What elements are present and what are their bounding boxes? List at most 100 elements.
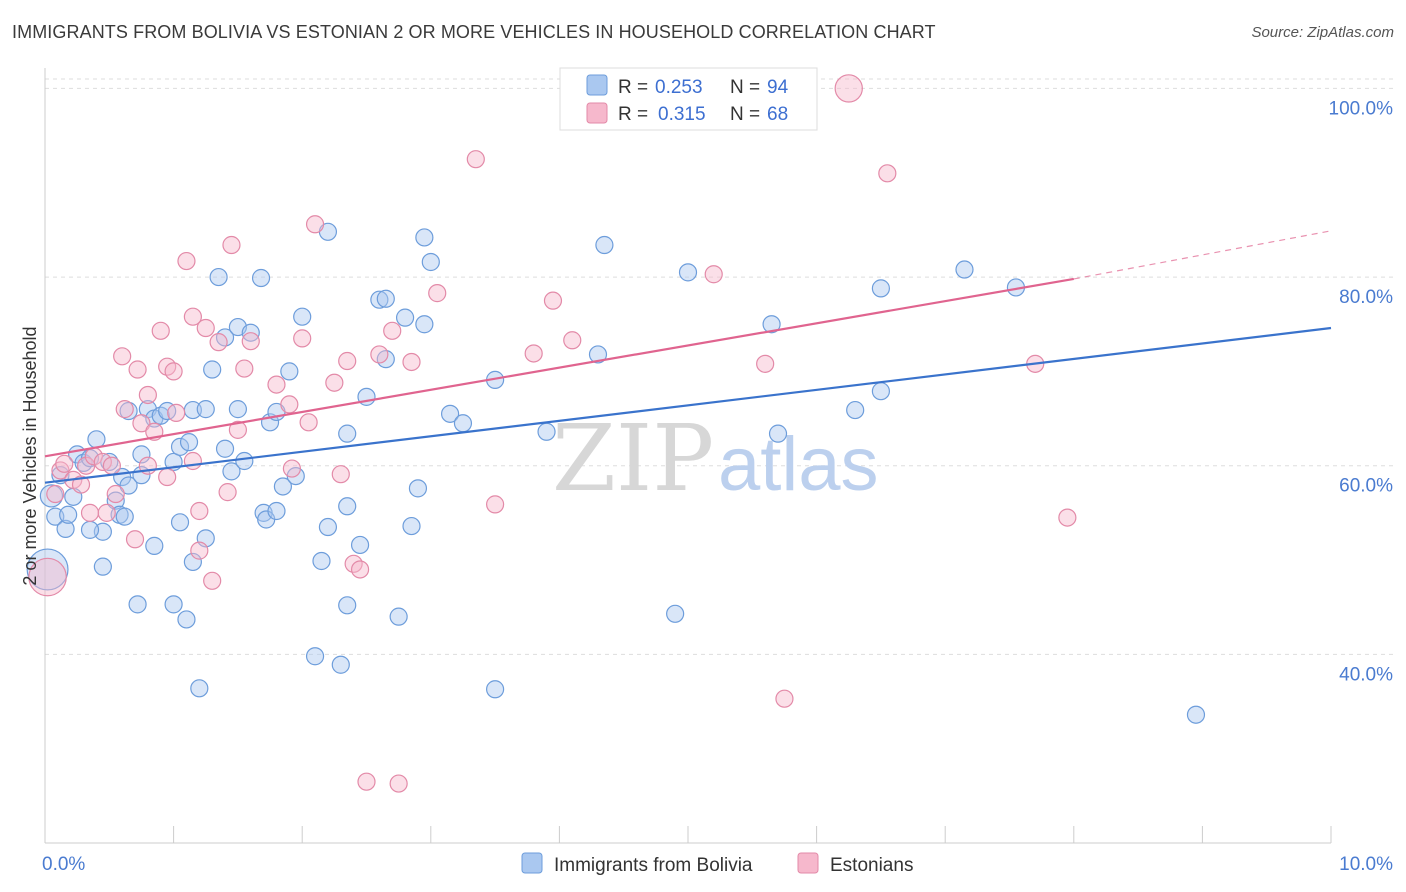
estonian-point-41 xyxy=(282,459,302,478)
bolivia-point-76 xyxy=(415,228,434,247)
bolivia-point-90 xyxy=(846,400,865,420)
bolivia-point-85 xyxy=(595,235,614,255)
bolivia-point-66 xyxy=(338,497,357,516)
estonian-point-47 xyxy=(338,351,357,371)
x-tick-label-0: 0.0% xyxy=(42,854,85,875)
bolivia-point-31 xyxy=(170,513,190,532)
bolivia-point-89 xyxy=(768,424,788,443)
estonian-point-65 xyxy=(878,164,897,183)
legend-swatch-bolivia xyxy=(586,74,608,96)
estonian-point-28 xyxy=(183,307,202,326)
y-axis-label: 2 or more Vehicles in Household xyxy=(20,326,40,585)
estonian-point-23 xyxy=(158,467,177,487)
bolivia-point-64 xyxy=(338,424,357,443)
estonian-point-31 xyxy=(196,318,215,338)
bolivia-point-38 xyxy=(196,400,215,419)
estonian-point-46 xyxy=(331,465,350,484)
bolivia-point-18 xyxy=(115,507,134,526)
bolivia-point-56 xyxy=(280,362,299,381)
estonian-point-3 xyxy=(55,454,74,473)
bolivia-point-1 xyxy=(39,484,64,508)
bolivia-point-95 xyxy=(1186,705,1206,724)
bolivia-point-49 xyxy=(251,268,271,288)
x-tick-label-1: 10.0% xyxy=(1339,854,1393,875)
bolivia-point-15 xyxy=(106,491,125,510)
estonian-point-11 xyxy=(102,456,121,475)
legend-bottom: Immigrants from Bolivia Estonians xyxy=(521,852,913,876)
legend-r-label-estonian: R = xyxy=(618,104,648,125)
source-credit: Source: ZipAtlas.com xyxy=(1251,24,1394,41)
bolivia-point-53 xyxy=(267,501,286,521)
bolivia-point-55 xyxy=(273,477,293,496)
estonian-point-55 xyxy=(428,284,447,303)
estonian-point-51 xyxy=(370,345,389,364)
bolivia-point-75 xyxy=(408,479,428,498)
bolivia-point-5 xyxy=(59,505,78,524)
legend-n-label-estonian: N = xyxy=(730,104,760,125)
estonian-point-35 xyxy=(222,235,241,255)
estonian-point-40 xyxy=(280,395,299,414)
series-bolivia-points xyxy=(26,222,1206,724)
bolivia-point-37 xyxy=(190,679,209,698)
estonian-trend-extension xyxy=(1073,230,1332,280)
estonian-point-12 xyxy=(106,484,125,504)
watermark-zip: ZIP xyxy=(552,405,714,512)
bolivia-point-63 xyxy=(331,655,350,674)
estonian-point-34 xyxy=(218,483,237,502)
estonian-point-16 xyxy=(128,360,147,379)
estonian-point-27 xyxy=(183,451,202,471)
estonian-point-64 xyxy=(834,74,863,103)
bolivia-point-19 xyxy=(119,476,138,495)
bolivia-point-88 xyxy=(762,315,781,334)
legend-top: R = 0.253 N = 94 R = 0.315 N = 68 xyxy=(559,67,818,131)
bolivia-point-47 xyxy=(235,451,254,471)
legend-r-value-bolivia: 0.253 xyxy=(655,77,703,98)
estonian-point-24 xyxy=(164,362,183,381)
estonian-point-67 xyxy=(1058,508,1077,527)
estonian-point-30 xyxy=(190,541,209,560)
bolivia-point-59 xyxy=(305,647,325,666)
estonian-point-21 xyxy=(151,321,170,340)
bolivia-point-72 xyxy=(389,607,408,626)
bolivia-point-34 xyxy=(179,433,199,452)
legend-n-value-estonian: 68 xyxy=(767,104,788,125)
estonian-point-38 xyxy=(241,332,260,351)
estonian-point-33 xyxy=(209,333,228,352)
legend-bottom-swatch-bolivia xyxy=(521,852,543,874)
bolivia-point-65 xyxy=(338,596,357,615)
bolivia-point-71 xyxy=(376,289,395,308)
estonian-point-36 xyxy=(228,420,247,439)
legend-bottom-swatch-estonian xyxy=(797,852,819,874)
estonian-point-9 xyxy=(93,452,112,472)
estonian-point-61 xyxy=(704,265,723,284)
estonian-point-19 xyxy=(138,385,157,405)
bolivia-point-74 xyxy=(402,516,421,536)
bolivia-point-9 xyxy=(87,430,106,449)
estonian-point-29 xyxy=(190,501,209,521)
bolivia-point-28 xyxy=(158,401,177,421)
bolivia-point-45 xyxy=(228,400,247,419)
legend-n-value-bolivia: 94 xyxy=(767,77,789,98)
estonian-point-32 xyxy=(203,571,222,590)
watermark: ZIP atlas xyxy=(552,405,879,512)
bolivia-point-78 xyxy=(415,315,434,334)
legend-bottom-label-bolivia: Immigrants from Bolivia xyxy=(554,855,753,876)
estonian-point-58 xyxy=(524,344,543,363)
axes: 40.0% 60.0% 80.0% 100.0% 0.0% 10.0% xyxy=(42,68,1393,875)
bolivia-point-36 xyxy=(183,552,202,572)
bolivia-trend-line xyxy=(44,326,1332,484)
bolivia-point-69 xyxy=(370,290,389,309)
bolivia-point-32 xyxy=(170,437,190,456)
bolivia-point-11 xyxy=(93,557,112,576)
bolivia-point-0 xyxy=(26,548,69,591)
estonian-point-53 xyxy=(389,774,408,793)
y-tick-label-1: 60.0% xyxy=(1339,476,1393,497)
bolivia-point-73 xyxy=(395,308,415,327)
chart-title: IMMIGRANTS FROM BOLIVIA VS ESTONIAN 2 OR… xyxy=(12,22,936,42)
bolivia-point-92 xyxy=(871,279,891,298)
estonian-point-60 xyxy=(563,331,582,350)
bolivia-point-13 xyxy=(80,520,100,539)
legend-n-label-bolivia: N = xyxy=(730,77,760,98)
legend-r-value-estonian: 0.315 xyxy=(658,104,706,125)
estonian-point-42 xyxy=(293,329,312,348)
